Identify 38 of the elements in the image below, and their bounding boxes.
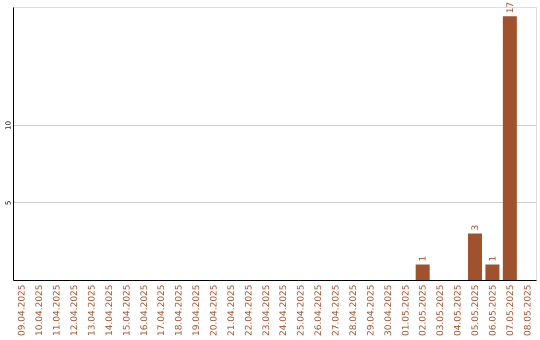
x-tick-label: 16.04.2025 <box>140 284 150 336</box>
x-tick-label: 26.04.2025 <box>314 284 324 336</box>
bar <box>502 16 517 280</box>
x-tick-label: 14.04.2025 <box>104 284 115 336</box>
x-tick-label: 07.05.2025 <box>506 284 516 336</box>
x-tick-label: 02.05.2025 <box>418 284 429 336</box>
x-tick-label: 29.04.2025 <box>366 284 376 336</box>
x-tick-label: 27.04.2025 <box>332 284 342 336</box>
data-label: 1 <box>418 256 429 262</box>
x-tick-label: 10.04.2025 <box>35 284 46 336</box>
x-tick-label: 22.04.2025 <box>244 284 254 336</box>
bar <box>468 233 482 280</box>
x-tick-label: 06.05.2025 <box>488 284 498 336</box>
bar <box>416 264 430 280</box>
x-tick-label: 19.04.2025 <box>192 284 202 336</box>
x-tick-label: 24.04.2025 <box>279 284 290 336</box>
x-tick-label: 13.04.2025 <box>87 284 98 336</box>
x-tick-label: 15.04.2025 <box>122 284 132 336</box>
x-tick-label: 20.04.2025 <box>209 284 220 336</box>
x-tick-label: 08.05.2025 <box>523 284 534 336</box>
x-tick-label: 01.05.2025 <box>401 284 412 336</box>
x-tick-label: 03.05.2025 <box>436 284 446 336</box>
x-tick-label: 21.04.2025 <box>226 284 237 336</box>
bar <box>485 264 500 280</box>
x-tick-label: 05.05.2025 <box>470 284 481 336</box>
x-tick-label: 23.04.2025 <box>262 284 272 336</box>
x-tick-label: 28.04.2025 <box>348 284 359 336</box>
x-tick-label: 11.04.2025 <box>52 284 63 336</box>
x-tick-label: 30.04.2025 <box>384 284 394 336</box>
data-label: 17 <box>506 2 516 14</box>
x-tick-label: 04.05.2025 <box>454 284 464 336</box>
x-tick-label: 25.04.2025 <box>296 284 307 336</box>
x-tick-label: 12.04.2025 <box>70 284 80 336</box>
data-label: 3 <box>470 224 481 230</box>
x-tick-label: 18.04.2025 <box>174 284 185 336</box>
x-tick-label: 09.04.2025 <box>18 284 28 336</box>
data-label: 1 <box>488 256 498 262</box>
x-tick-label: 17.04.2025 <box>157 284 168 336</box>
